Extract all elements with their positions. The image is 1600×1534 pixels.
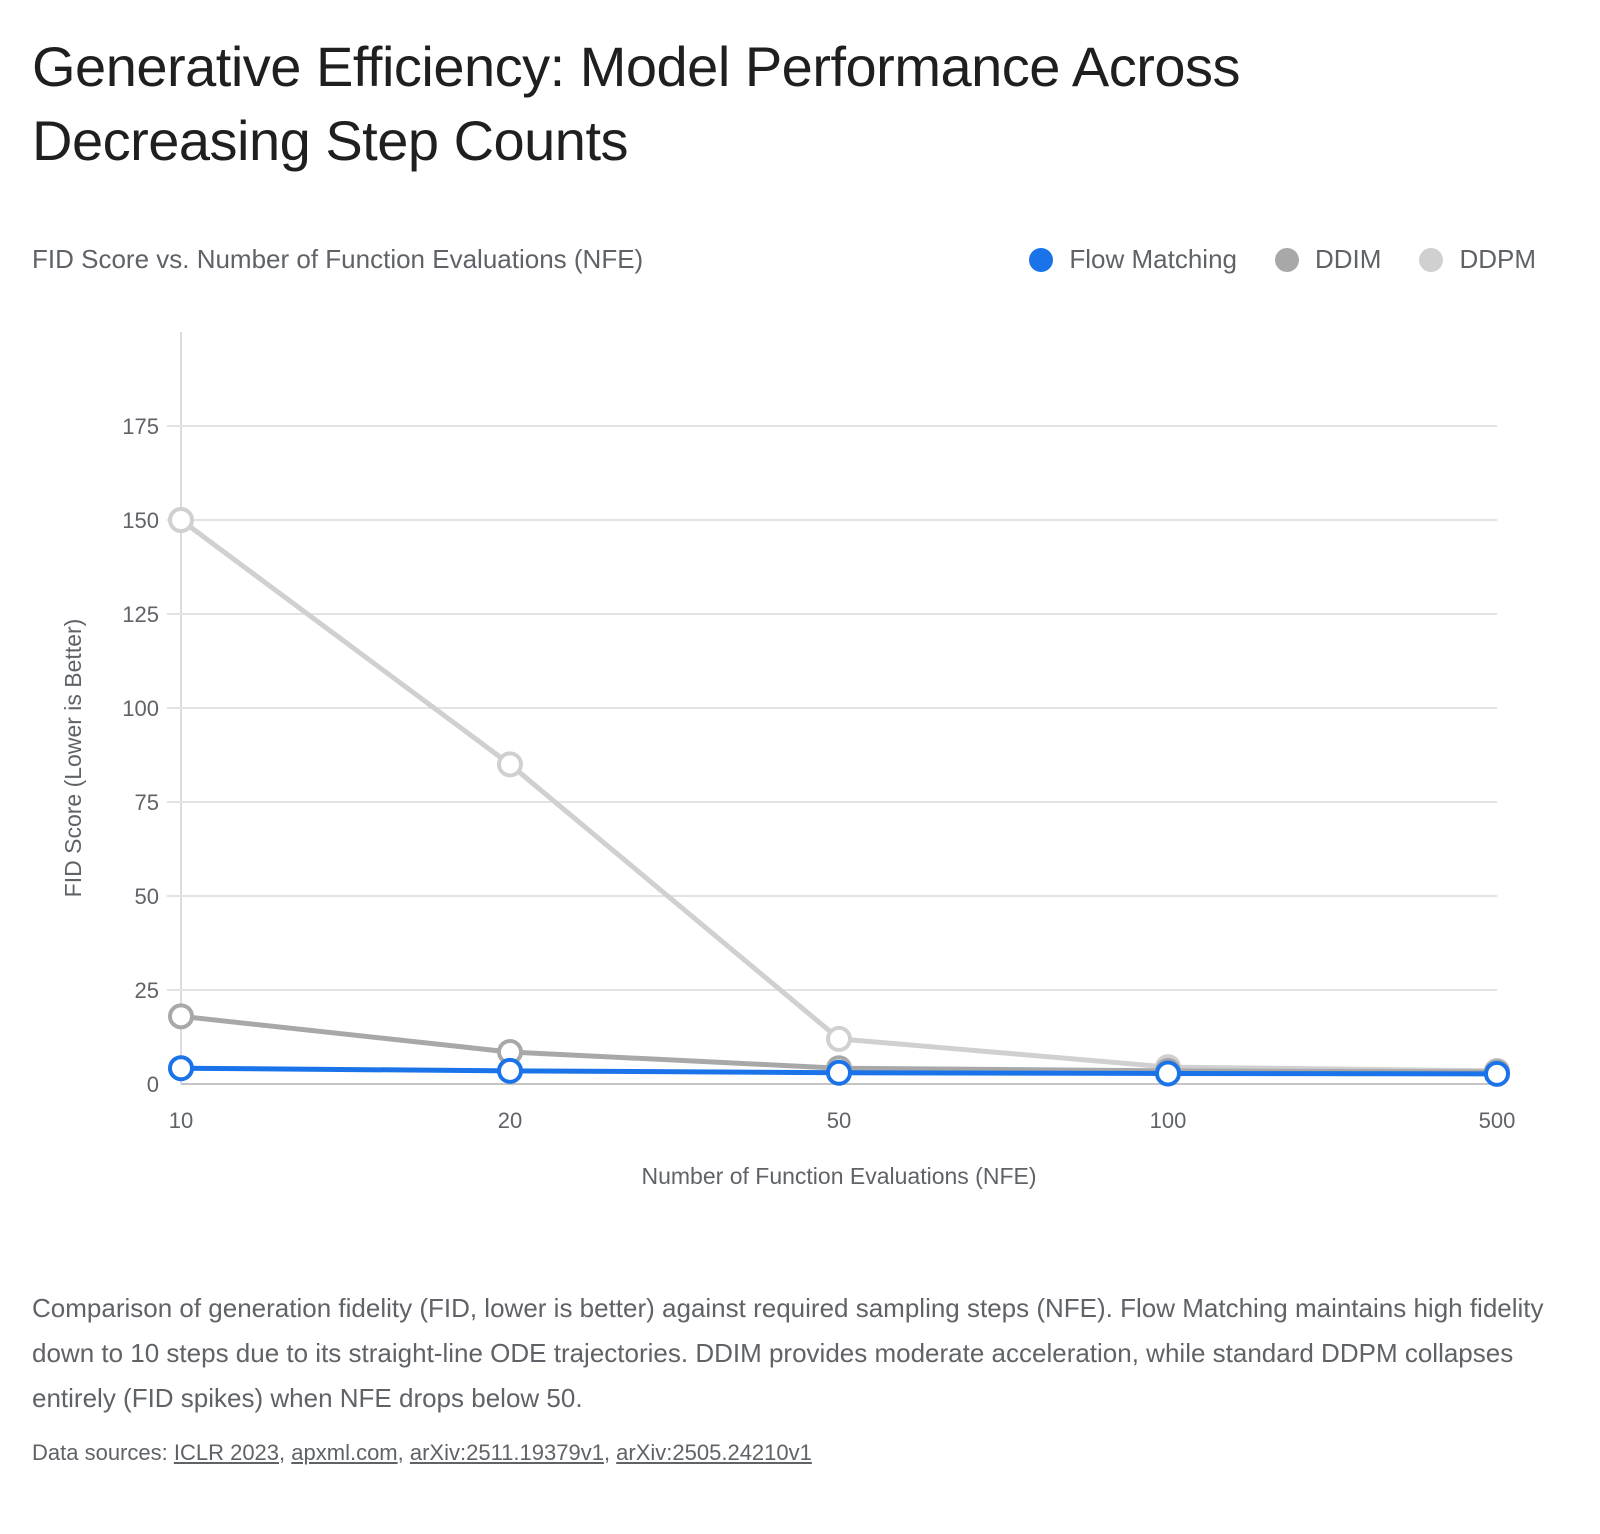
data-point-ddpm <box>826 1025 852 1052</box>
chart-caption: Comparison of generation fidelity (FID, … <box>32 1293 1544 1413</box>
data-point-ddpm <box>497 751 523 778</box>
sources-prefix: Data sources: <box>32 1440 174 1465</box>
source-link-arxiv-2511[interactable]: arXiv:2511.19379v1 <box>409 1440 604 1465</box>
y-tick-label: 75 <box>135 790 159 815</box>
data-point-ddim <box>168 1003 194 1030</box>
y-tick-label: 125 <box>122 602 159 627</box>
legend-label-ddpm: DDPM <box>1459 244 1536 274</box>
data-point-flow-matching <box>1484 1060 1510 1087</box>
y-tick-label: 50 <box>135 884 159 909</box>
line-chart: 0 25 50 75 100 125 150 175 10 20 50 100 500 Number of… <box>60 332 1516 1189</box>
x-tick-label: 20 <box>498 1108 522 1133</box>
source-link-arxiv-2505[interactable]: arXiv:2505.24210v1 <box>616 1440 812 1465</box>
legend-label-ddim: DDIM <box>1315 244 1382 274</box>
y-tick-label: 0 <box>147 1072 159 1097</box>
source-link-apxml[interactable]: apxml.com <box>291 1440 398 1465</box>
x-tick-label: 100 <box>1150 1108 1187 1133</box>
legend-marker-ddim <box>1275 247 1299 272</box>
y-tick-label: 175 <box>122 414 159 439</box>
x-tick-label: 50 <box>827 1108 851 1133</box>
chart-title: Generative Efficiency: Model Performance… <box>32 35 1241 172</box>
y-tick-label: 150 <box>122 508 159 533</box>
y-axis-title: FID Score (Lower is Better) <box>60 619 86 898</box>
legend-item-ddpm[interactable]: DDPM <box>1419 244 1536 275</box>
x-axis-title: Number of Function Evaluations (NFE) <box>642 1163 1037 1189</box>
legend-marker-flow-matching <box>1029 247 1054 272</box>
legend-item-flow-matching[interactable]: Flow Matching <box>1029 244 1237 275</box>
legend-label-flow-matching: Flow Matching <box>1069 244 1237 274</box>
legend-item-ddim[interactable]: DDIM <box>1275 244 1381 275</box>
data-point-flow-matching <box>168 1055 194 1082</box>
series-line-ddpm <box>178 517 1500 1074</box>
data-point-flow-matching <box>497 1057 523 1084</box>
data-point-flow-matching <box>1155 1060 1181 1087</box>
x-tick-label: 500 <box>1479 1108 1516 1133</box>
data-point-ddpm <box>168 507 194 533</box>
chart-subtitle: FID Score vs. Number of Function Evaluat… <box>32 244 644 274</box>
data-sources: Data sources: ICLR 2023, apxml.com, arXi… <box>32 1440 812 1465</box>
legend: Flow Matching DDIM DDPM <box>991 244 1536 275</box>
y-tick-label: 25 <box>135 978 159 1003</box>
source-link-iclr[interactable]: ICLR 2023 <box>173 1440 280 1465</box>
legend-marker-ddpm <box>1419 247 1444 272</box>
x-tick-label: 10 <box>169 1108 193 1133</box>
y-tick-label: 100 <box>122 696 159 721</box>
data-point-flow-matching <box>826 1059 852 1086</box>
